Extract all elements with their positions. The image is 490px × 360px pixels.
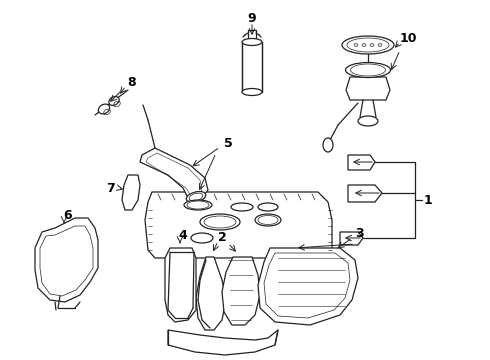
Text: 4: 4 xyxy=(179,229,187,242)
Text: 9: 9 xyxy=(247,12,256,24)
Ellipse shape xyxy=(370,44,374,46)
Polygon shape xyxy=(348,185,382,202)
Ellipse shape xyxy=(350,64,386,76)
Polygon shape xyxy=(346,77,390,100)
Ellipse shape xyxy=(345,63,391,77)
Polygon shape xyxy=(140,148,208,200)
Polygon shape xyxy=(258,248,358,325)
Ellipse shape xyxy=(191,233,213,243)
Text: 7: 7 xyxy=(106,181,114,194)
Polygon shape xyxy=(145,192,332,258)
Ellipse shape xyxy=(184,200,212,210)
Polygon shape xyxy=(168,330,278,355)
Ellipse shape xyxy=(342,36,394,54)
Polygon shape xyxy=(348,155,375,170)
Ellipse shape xyxy=(242,89,262,95)
Polygon shape xyxy=(222,257,260,325)
Ellipse shape xyxy=(378,44,382,46)
Polygon shape xyxy=(122,175,140,210)
Polygon shape xyxy=(196,257,226,330)
Text: 2: 2 xyxy=(218,230,226,243)
Polygon shape xyxy=(35,218,98,302)
Text: 5: 5 xyxy=(223,136,232,149)
Ellipse shape xyxy=(354,44,358,46)
Ellipse shape xyxy=(347,38,389,52)
Ellipse shape xyxy=(200,214,240,230)
Ellipse shape xyxy=(242,39,262,45)
Polygon shape xyxy=(165,248,196,322)
Ellipse shape xyxy=(109,96,119,105)
Ellipse shape xyxy=(186,192,206,202)
Ellipse shape xyxy=(258,203,278,211)
Ellipse shape xyxy=(98,104,110,114)
Ellipse shape xyxy=(358,116,378,126)
Ellipse shape xyxy=(323,138,333,152)
Text: 8: 8 xyxy=(128,76,136,89)
Text: 6: 6 xyxy=(64,208,73,221)
Text: 3: 3 xyxy=(356,226,364,239)
Polygon shape xyxy=(242,42,262,92)
Polygon shape xyxy=(340,232,363,245)
Ellipse shape xyxy=(231,203,253,211)
Ellipse shape xyxy=(255,214,281,226)
Ellipse shape xyxy=(362,44,366,46)
Text: 10: 10 xyxy=(399,32,417,45)
Text: 1: 1 xyxy=(424,194,432,207)
